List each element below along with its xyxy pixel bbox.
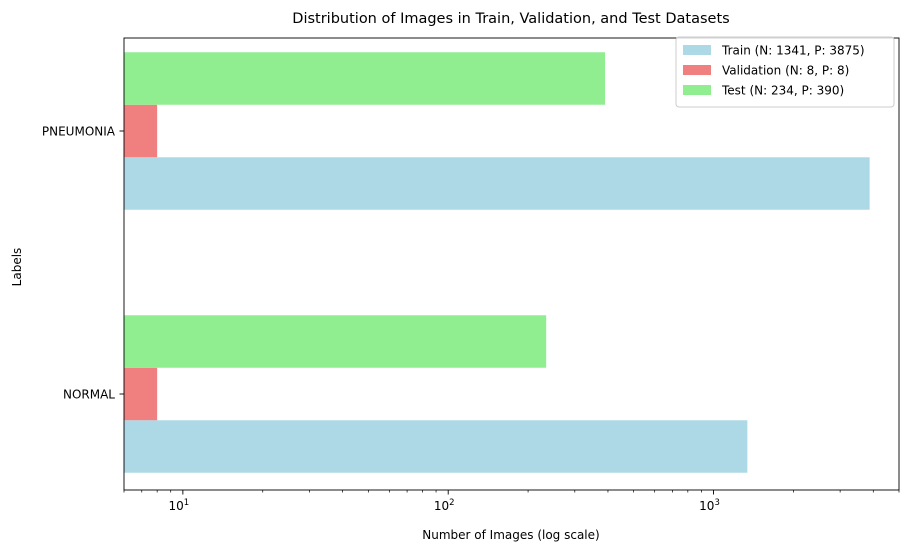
bar-test-pneumonia <box>124 52 606 105</box>
legend-label: Validation (N: 8, P: 8) <box>722 64 849 78</box>
x-tick-label: 103 <box>699 498 720 513</box>
chart-title: Distribution of Images in Train, Validat… <box>292 11 729 27</box>
legend-swatch <box>683 65 711 75</box>
x-tick-label: 102 <box>434 498 455 513</box>
bar-train-pneumonia <box>124 157 870 210</box>
legend-box <box>675 36 895 108</box>
bar-validation-normal <box>124 367 158 421</box>
legend-label: Test (N: 234, P: 390) <box>721 84 844 98</box>
plot-area: 101 102 103 NORMAL PNEUMONIA <box>42 37 900 513</box>
plot-frame <box>123 37 900 491</box>
legend: Train (N: 1341, P: 3875) Validation (N: 8… <box>675 36 895 108</box>
x-axis-label: Number of Images (log scale) <box>422 528 599 542</box>
y-axis-label: Labels <box>10 248 24 287</box>
legend-swatch <box>683 45 711 55</box>
x-tick-label: 101 <box>169 498 190 513</box>
y-tick-label-pneumonia: PNEUMONIA <box>42 125 116 139</box>
y-tick-label-normal: NORMAL <box>63 388 115 402</box>
bar-test-normal <box>124 315 547 368</box>
legend-label: Train (N: 1341, P: 3875) <box>721 44 865 58</box>
bar-train-normal <box>124 420 748 473</box>
legend-swatch <box>683 85 711 95</box>
bar-validation-pneumonia <box>124 104 158 158</box>
